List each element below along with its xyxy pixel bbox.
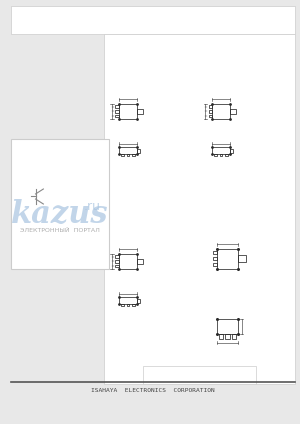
Bar — [137, 109, 143, 114]
Bar — [137, 259, 143, 264]
Bar — [137, 298, 140, 303]
Bar — [137, 148, 140, 153]
Bar — [119, 147, 137, 154]
Text: kazus: kazus — [11, 198, 109, 229]
Bar — [220, 154, 222, 156]
Bar — [213, 251, 217, 254]
Bar — [230, 109, 236, 114]
Bar — [219, 334, 223, 339]
Bar — [116, 110, 119, 113]
Bar — [116, 256, 119, 258]
Bar — [213, 263, 217, 266]
Bar — [217, 319, 238, 334]
Bar — [116, 265, 119, 267]
Bar — [238, 255, 246, 262]
Bar — [11, 6, 295, 34]
Bar — [116, 260, 119, 262]
Bar — [208, 106, 212, 108]
Bar — [217, 248, 238, 269]
Text: ЭЛЕКТРОННЫЙ  ПОРТАЛ: ЭЛЕКТРОННЫЙ ПОРТАЛ — [20, 229, 100, 234]
Bar — [119, 104, 137, 119]
Bar — [127, 304, 129, 306]
Bar — [208, 114, 212, 117]
Bar — [127, 154, 129, 156]
Bar — [143, 366, 256, 384]
Text: .ru: .ru — [84, 200, 101, 212]
Bar — [232, 334, 236, 339]
Bar — [119, 297, 137, 304]
Bar — [225, 154, 228, 156]
Bar — [11, 139, 109, 269]
Bar — [230, 148, 233, 153]
Bar — [213, 257, 217, 260]
Bar — [116, 114, 119, 117]
Bar — [212, 104, 230, 119]
Bar — [132, 154, 135, 156]
Bar — [208, 110, 212, 113]
Bar — [116, 106, 119, 108]
Text: ISAHAYA  ELECTRONICS  CORPORATION: ISAHAYA ELECTRONICS CORPORATION — [91, 388, 215, 393]
Bar — [104, 34, 295, 384]
Bar — [132, 304, 135, 306]
Bar — [226, 334, 230, 339]
Bar — [121, 304, 124, 306]
Bar — [121, 154, 124, 156]
Bar — [119, 254, 137, 269]
Bar — [214, 154, 217, 156]
Bar — [212, 147, 230, 154]
